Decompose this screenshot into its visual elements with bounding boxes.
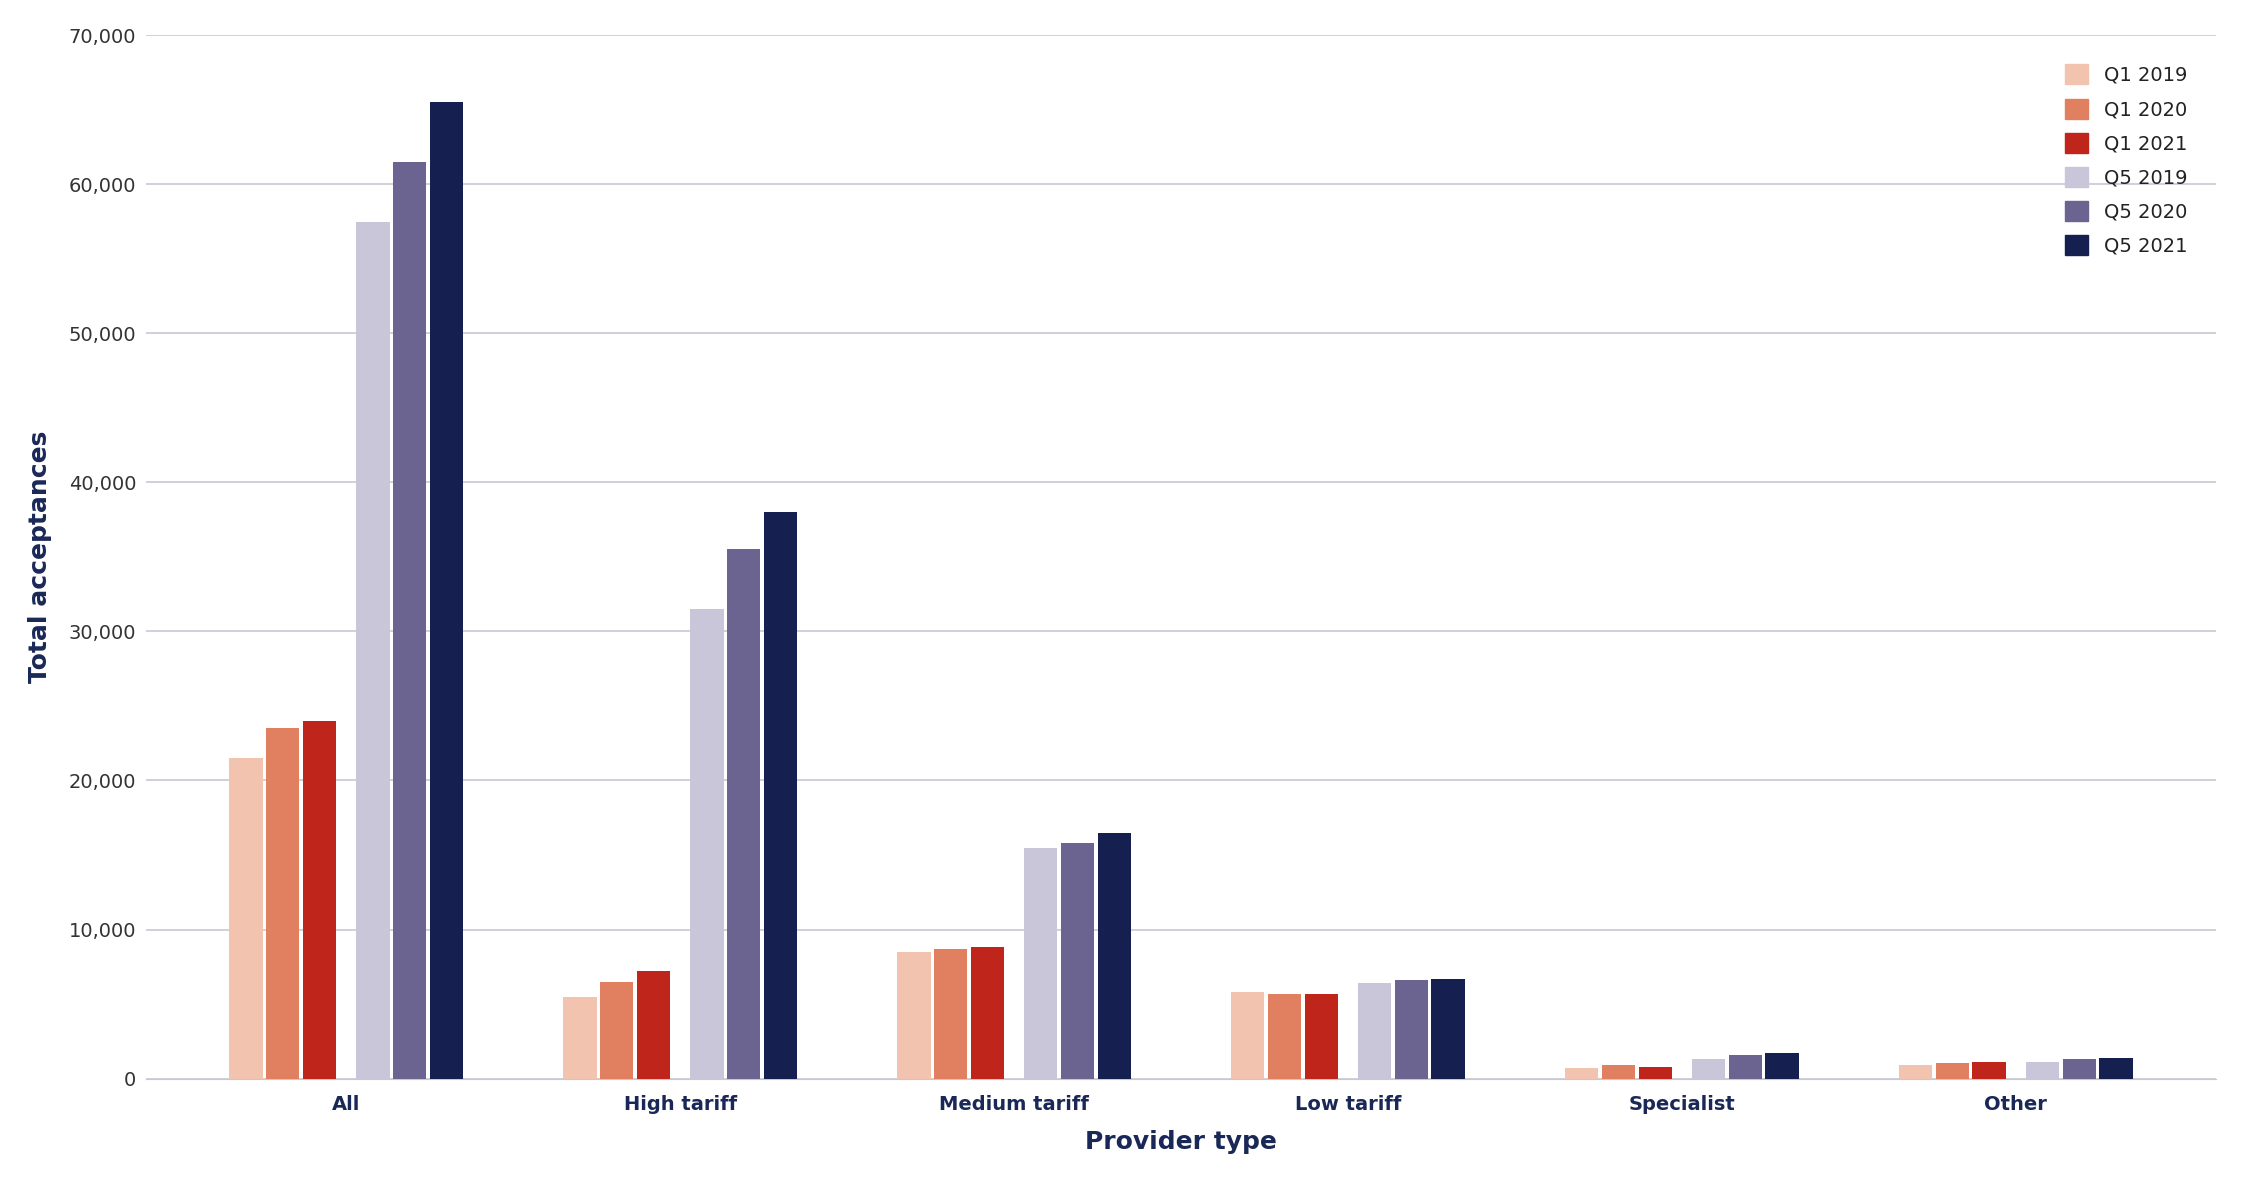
Bar bbox=[1692, 1059, 1726, 1079]
Bar bbox=[429, 103, 462, 1079]
Bar bbox=[1728, 1054, 1762, 1079]
Bar bbox=[898, 952, 931, 1079]
Bar bbox=[1564, 1069, 1598, 1079]
Bar bbox=[1602, 1065, 1636, 1079]
Bar bbox=[1898, 1065, 1932, 1079]
Bar bbox=[2062, 1059, 2096, 1079]
Bar bbox=[763, 512, 797, 1079]
Bar bbox=[727, 550, 761, 1079]
Bar bbox=[691, 609, 723, 1079]
Bar bbox=[1061, 843, 1095, 1079]
Bar bbox=[2100, 1058, 2132, 1079]
Bar bbox=[357, 221, 390, 1079]
Bar bbox=[393, 162, 426, 1079]
Bar bbox=[1638, 1066, 1672, 1079]
Bar bbox=[303, 721, 337, 1079]
Bar bbox=[1766, 1053, 1800, 1079]
Bar bbox=[934, 949, 967, 1079]
Bar bbox=[599, 982, 633, 1079]
Bar bbox=[1396, 980, 1427, 1079]
Bar bbox=[1972, 1063, 2006, 1079]
Bar bbox=[229, 758, 263, 1079]
Bar bbox=[1432, 979, 1465, 1079]
Bar bbox=[1232, 992, 1263, 1079]
Bar bbox=[1304, 994, 1337, 1079]
Bar bbox=[972, 948, 1003, 1079]
Bar bbox=[1358, 983, 1391, 1079]
Y-axis label: Total acceptances: Total acceptances bbox=[27, 430, 52, 683]
Bar bbox=[1268, 994, 1302, 1079]
Bar bbox=[1937, 1063, 1968, 1079]
Legend: Q1 2019, Q1 2020, Q1 2021, Q5 2019, Q5 2020, Q5 2021: Q1 2019, Q1 2020, Q1 2021, Q5 2019, Q5 2… bbox=[2044, 45, 2206, 275]
X-axis label: Provider type: Provider type bbox=[1086, 1130, 1277, 1154]
Bar bbox=[637, 972, 671, 1079]
Bar bbox=[563, 996, 597, 1079]
Bar bbox=[1097, 832, 1131, 1079]
Bar bbox=[267, 728, 298, 1079]
Bar bbox=[2026, 1063, 2060, 1079]
Bar bbox=[1023, 847, 1057, 1079]
